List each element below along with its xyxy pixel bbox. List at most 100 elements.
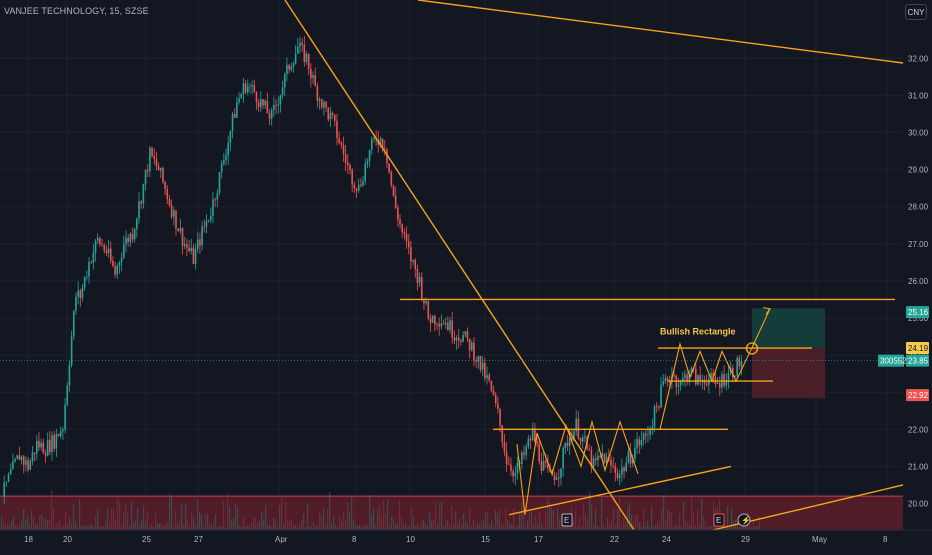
- candle-body: [236, 102, 238, 118]
- volume-bar: [557, 507, 559, 530]
- volume-bar: [607, 517, 609, 530]
- volume-bar: [187, 519, 189, 530]
- candle-body: [136, 218, 138, 230]
- candle-body: [488, 375, 490, 381]
- volume-bar: [57, 523, 59, 530]
- candle-body: [214, 199, 216, 201]
- volume-bar: [675, 525, 677, 530]
- volume-bar: [505, 507, 507, 530]
- candle-body: [471, 342, 473, 351]
- volume-bar: [433, 518, 435, 530]
- candle-body: [538, 443, 541, 462]
- candle-body: [462, 334, 464, 342]
- volume-bar: [317, 525, 319, 530]
- candle-body: [51, 435, 53, 453]
- candle-body: [544, 460, 547, 463]
- volume-bar: [599, 526, 601, 530]
- volume-bar: [519, 513, 521, 530]
- volume-bar: [197, 499, 199, 530]
- candle-body: [497, 403, 499, 410]
- volume-bar: [181, 504, 183, 530]
- volume-bar: [445, 519, 447, 530]
- volume-bar: [727, 505, 729, 530]
- volume-bar: [337, 526, 339, 530]
- volume-bar: [595, 507, 597, 530]
- candle-body: [144, 169, 147, 184]
- candle-body: [623, 467, 625, 472]
- volume-bar: [221, 525, 223, 530]
- volume-bar: [755, 526, 757, 530]
- volume-bar: [389, 524, 391, 530]
- volume-bar: [573, 521, 575, 530]
- candle-body: [27, 460, 29, 470]
- candle-body: [447, 322, 449, 330]
- volume-bar: [271, 526, 273, 530]
- volume-bar: [579, 517, 581, 530]
- candle-body: [175, 210, 177, 229]
- symbol-tag-text: 300552: [880, 357, 907, 366]
- volume-bar: [611, 519, 613, 530]
- candle-body: [68, 365, 71, 386]
- candle-body: [705, 383, 708, 385]
- volume-bar: [229, 506, 231, 530]
- candle-body: [159, 167, 162, 171]
- currency-button[interactable]: CNY: [905, 4, 927, 20]
- candle-body: [397, 207, 399, 220]
- candle-body: [560, 468, 562, 478]
- volume-bar: [321, 515, 323, 530]
- candle-body: [566, 442, 569, 447]
- candle-body: [701, 379, 704, 381]
- volume-bar: [3, 522, 5, 530]
- volume-bar: [11, 520, 13, 530]
- volume-bar: [41, 514, 43, 530]
- volume-bar: [419, 526, 421, 530]
- volume-bar: [267, 523, 269, 530]
- candle-body: [205, 221, 208, 227]
- volume-bar: [561, 526, 563, 530]
- volume-bar: [593, 523, 595, 530]
- volume-bar: [203, 526, 205, 530]
- volume-bar: [489, 524, 491, 530]
- candle-body: [464, 331, 467, 335]
- volume-bar: [621, 525, 623, 530]
- volume-bar: [555, 526, 557, 530]
- candle-body: [38, 441, 40, 448]
- candle-body: [440, 323, 443, 327]
- volume-bar: [75, 521, 77, 530]
- volume-bar: [311, 526, 313, 530]
- volume-bar: [633, 519, 635, 530]
- candle-body: [96, 237, 99, 241]
- volume-bar: [345, 520, 347, 530]
- volume-bar: [1, 515, 3, 530]
- volume-bar: [341, 520, 343, 530]
- volume-bar: [107, 507, 109, 530]
- volume-bar: [391, 516, 393, 530]
- candle-body: [536, 441, 538, 444]
- candle-body: [444, 322, 447, 325]
- volume-bar: [641, 526, 643, 530]
- candle-body: [640, 439, 643, 446]
- candle-body: [418, 276, 421, 283]
- volume-bar: [531, 511, 533, 530]
- candle-body: [264, 100, 266, 106]
- candle-body: [146, 169, 149, 172]
- candle-body: [99, 237, 101, 245]
- volume-bar: [253, 517, 255, 530]
- volume-bar: [91, 524, 93, 530]
- volume-bar: [211, 524, 213, 530]
- volume-bar: [491, 520, 493, 530]
- candle-body: [664, 378, 667, 382]
- candle-body: [625, 462, 628, 472]
- volume-bar: [355, 524, 357, 530]
- volume-bar: [195, 524, 197, 530]
- volume-bar: [275, 518, 277, 530]
- price-label-text: 24.19: [908, 344, 929, 353]
- candle-body: [268, 113, 271, 119]
- volume-bar: [71, 522, 73, 530]
- volume-bar: [637, 514, 639, 530]
- volume-bar: [461, 523, 463, 530]
- candle-body: [183, 244, 186, 246]
- volume-bar: [625, 521, 627, 530]
